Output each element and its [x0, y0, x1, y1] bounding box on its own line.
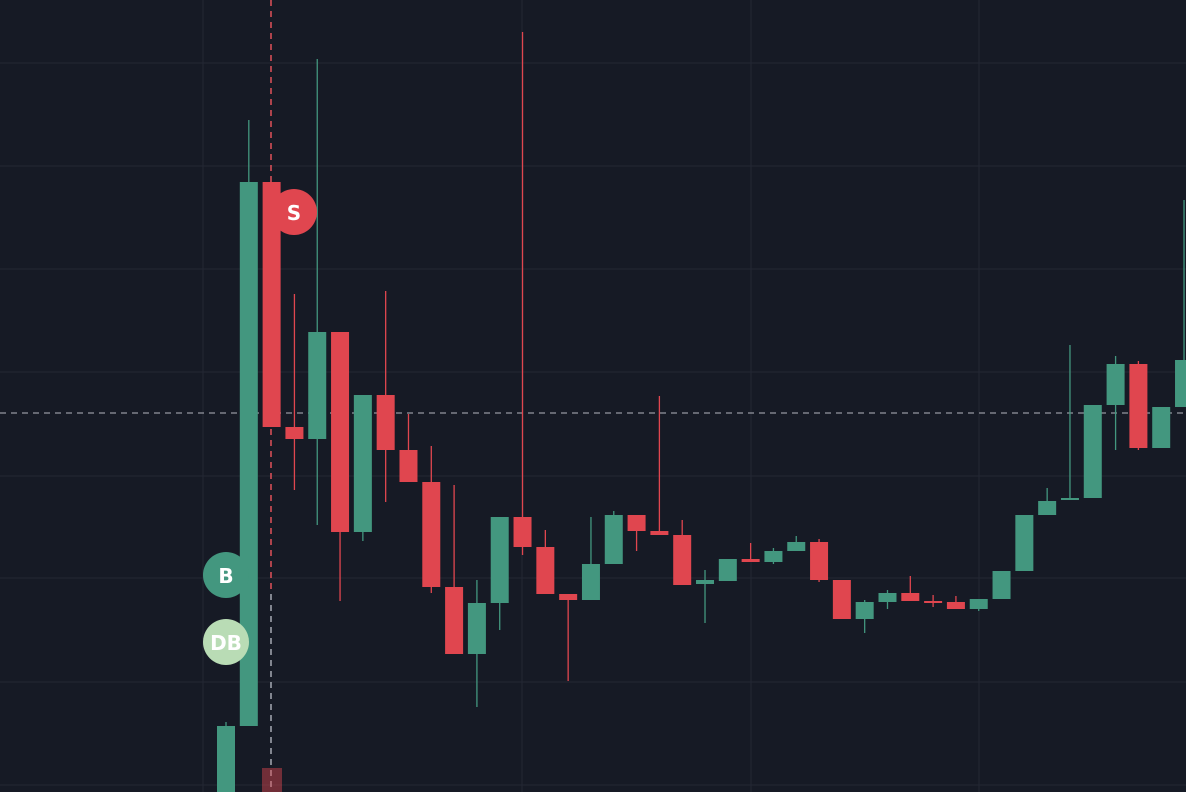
- candle-body: [1015, 515, 1034, 571]
- candle-body: [376, 395, 395, 450]
- candle-body: [741, 559, 760, 562]
- candle-body: [422, 482, 441, 587]
- candle-body: [331, 332, 350, 532]
- candle-body: [946, 602, 965, 609]
- marker-label: S: [287, 201, 301, 225]
- candle-body: [969, 599, 988, 609]
- candle-body: [536, 547, 555, 594]
- candle-body: [855, 602, 874, 619]
- db-marker[interactable]: DB: [203, 619, 249, 665]
- candle-body: [604, 515, 623, 564]
- candle-body: [924, 601, 943, 603]
- candle-body: [262, 182, 281, 427]
- marker-label: B: [218, 564, 233, 588]
- candle-body: [718, 559, 737, 581]
- candle-body: [650, 531, 669, 535]
- trade-block: [262, 768, 282, 792]
- candle-body: [445, 587, 464, 654]
- candle-body: [1106, 364, 1125, 405]
- candle-body: [992, 571, 1011, 599]
- marker-circle: [271, 189, 317, 235]
- marker-circle: [203, 619, 249, 665]
- candle-body: [787, 542, 806, 551]
- candle-body: [1083, 405, 1102, 498]
- marker-circle: [203, 552, 249, 598]
- candle-body: [764, 551, 783, 562]
- candle-body: [1038, 501, 1057, 515]
- candle-body: [627, 515, 646, 531]
- candle-body: [308, 332, 327, 439]
- buy-marker[interactable]: B: [203, 552, 249, 598]
- candle-body: [399, 450, 418, 482]
- candle-body: [1152, 407, 1171, 448]
- candle-body: [239, 182, 258, 726]
- candle-body: [581, 564, 600, 600]
- candle-body: [832, 580, 851, 619]
- candle-body: [467, 603, 486, 654]
- candle-body: [559, 594, 578, 600]
- candle-body: [353, 395, 372, 532]
- candle-body: [490, 517, 509, 603]
- candle-body: [810, 542, 829, 580]
- candle-body: [285, 427, 304, 439]
- candle-body: [1175, 360, 1186, 407]
- candle-body: [878, 593, 897, 602]
- candle-body: [901, 593, 920, 601]
- candles: [217, 32, 1186, 792]
- candle-body: [217, 726, 235, 792]
- marker-label: DB: [210, 631, 242, 655]
- sell-marker[interactable]: S: [271, 189, 317, 235]
- candle-body: [696, 580, 715, 584]
- candle-body: [513, 517, 532, 547]
- candle-body: [1060, 498, 1079, 500]
- candle-body: [1129, 364, 1148, 448]
- candle-body: [673, 535, 692, 585]
